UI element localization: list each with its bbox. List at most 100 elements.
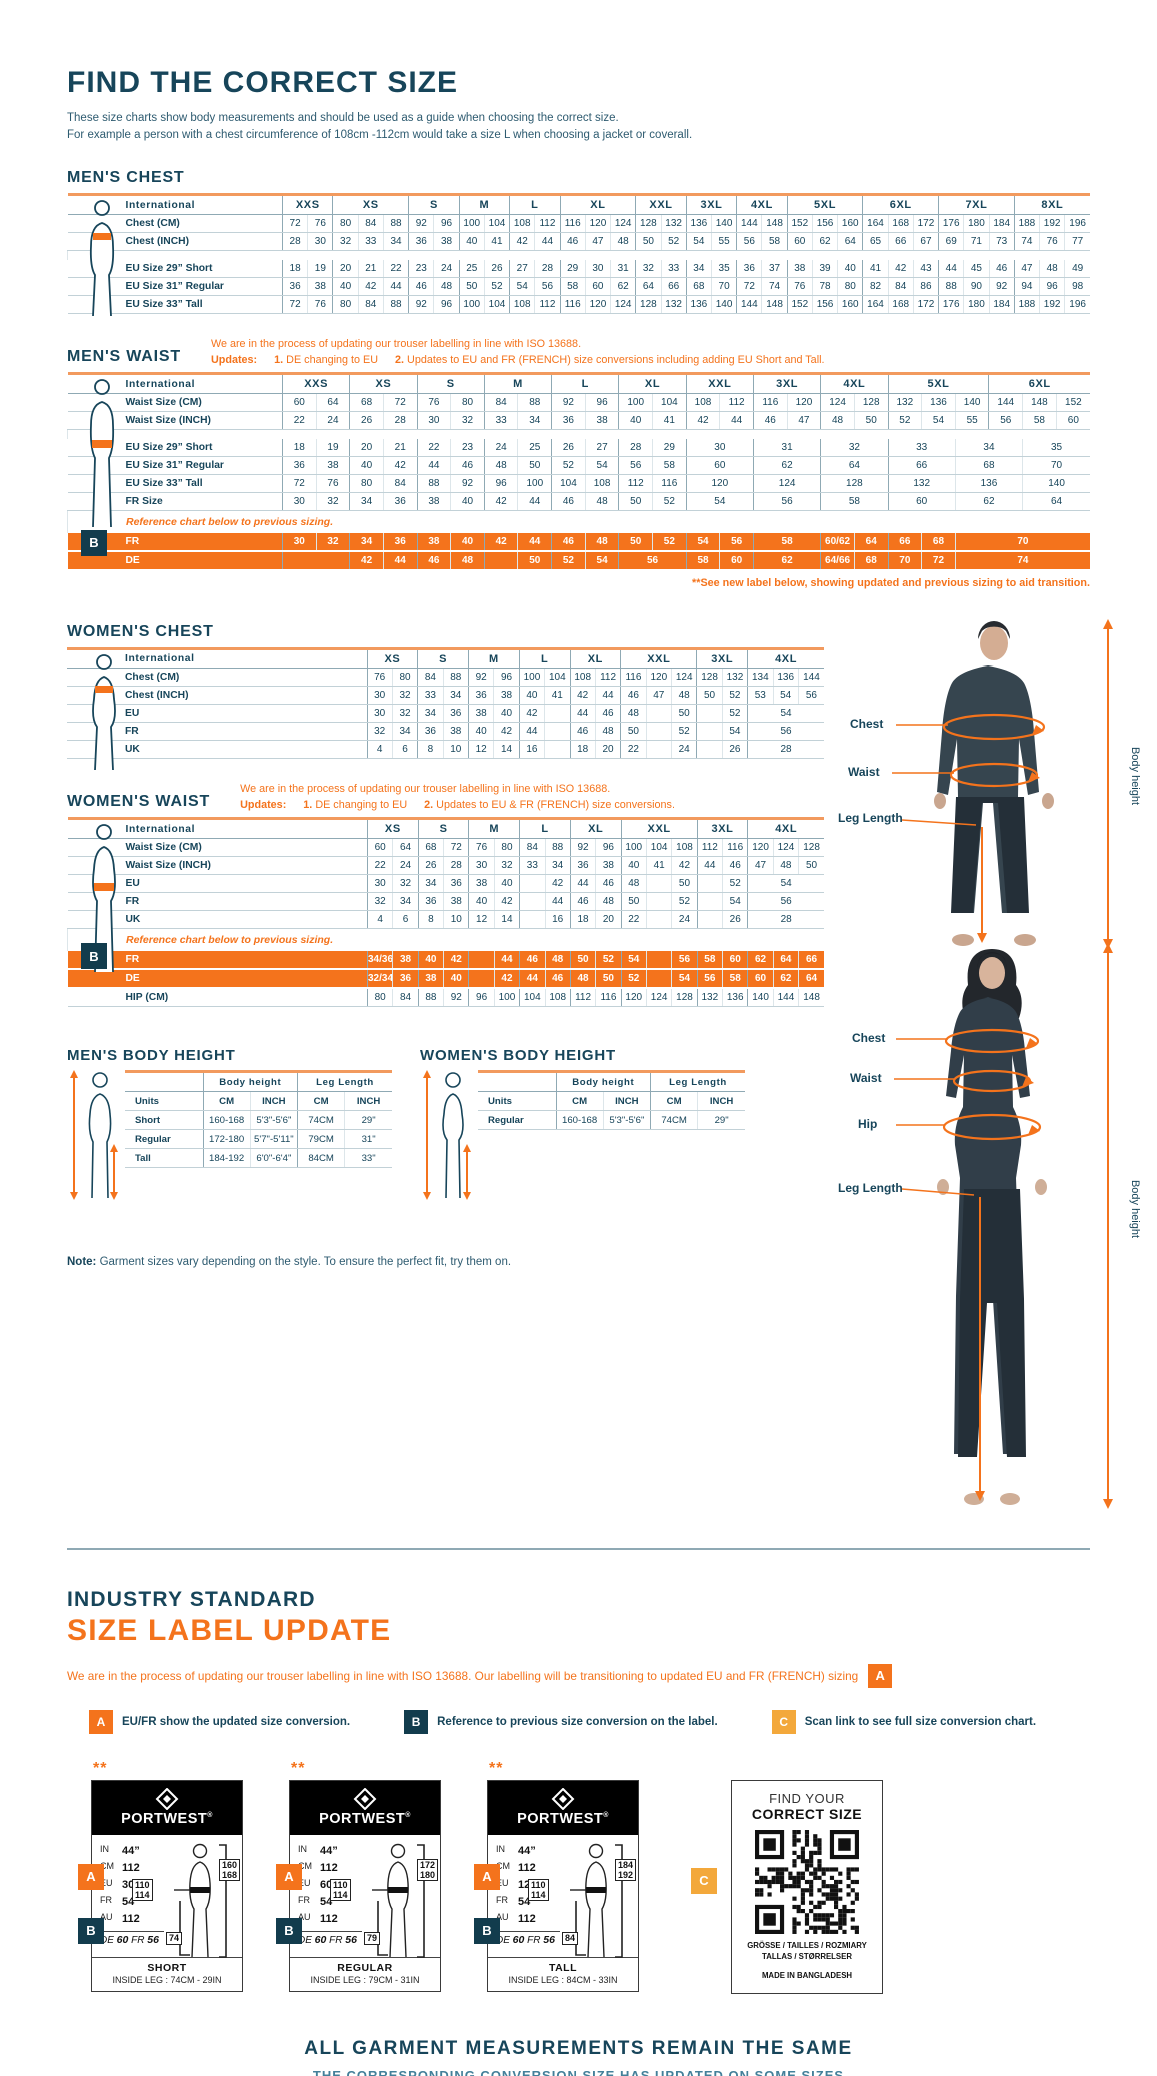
size-cell: 76: [307, 214, 333, 234]
size-cell: 32: [366, 892, 393, 912]
size-cell: 104: [483, 295, 510, 314]
size-cell: 46: [722, 856, 748, 876]
size-group-header: M: [458, 194, 510, 216]
mens-body-height-section: MEN'S BODY HEIGHT Body height Le: [67, 1047, 392, 1201]
inseam-measure-box: 84: [562, 1932, 579, 1945]
size-cell: 36: [736, 259, 762, 278]
size-cell: 148: [1022, 393, 1057, 413]
size-cell: 188: [1013, 295, 1040, 314]
size-cell: 54: [509, 277, 535, 296]
size-cell: 42: [382, 456, 418, 475]
size-cell: 18: [569, 740, 596, 759]
size-cell: [645, 951, 672, 971]
size-cell: 58: [685, 550, 720, 571]
size-key: AU: [298, 1911, 311, 1922]
size-cell: 33: [660, 259, 687, 278]
size-cell: 21: [357, 259, 384, 278]
size-cell: 88: [382, 214, 409, 234]
size-cell: 108: [544, 988, 571, 1008]
size-cell: 184-192: [202, 1148, 251, 1169]
size-group-header: XS: [366, 648, 418, 669]
column-label: [125, 1071, 203, 1093]
size-cell: 34/36: [366, 951, 393, 971]
inside-leg-text: INSIDE LEG : 79CM - 31IN: [310, 1974, 420, 1985]
update-2-number: 2.: [395, 354, 405, 367]
size-cell: CM: [202, 1091, 251, 1112]
man-figure-illustration: [892, 618, 1113, 949]
woman-hip-label: Hip: [858, 1116, 878, 1131]
size-cell: 76: [307, 295, 333, 314]
size-cell: 44: [382, 550, 418, 571]
size-cell: [483, 550, 518, 571]
size-group-header: XL: [618, 373, 687, 395]
size-cell: 136: [954, 474, 1023, 493]
size-cell: 88: [382, 295, 409, 314]
size-cell: 80: [493, 838, 520, 858]
fit-name: REGULAR: [337, 1961, 393, 1974]
size-cell: 55: [710, 232, 737, 252]
size-cell: 192: [1039, 214, 1065, 234]
size-cell: 52: [483, 277, 510, 296]
size-cell: 128: [635, 295, 662, 314]
size-label-update-title: SIZE LABEL UPDATE: [67, 1613, 392, 1647]
b-badge: B: [474, 1917, 500, 1944]
size-cell: 52: [551, 456, 586, 475]
size-cell: 60: [887, 492, 956, 511]
size-cell: 74: [1013, 232, 1040, 252]
size-cell: 38: [433, 232, 460, 252]
size-cell: 140: [954, 393, 989, 413]
size-cell: 48: [569, 969, 596, 990]
transition-stars: **: [291, 1759, 306, 1777]
size-cell: 116: [652, 474, 687, 493]
size-table: International XS S M L XL XXL 3XL 4XL Waist Size …: [67, 817, 824, 1008]
size-cell: 160: [837, 214, 863, 234]
size-cell: 28: [747, 910, 824, 930]
man-leg-length-label: Leg Length: [838, 810, 903, 825]
size-cell: [696, 910, 723, 930]
size-cell: 42: [544, 874, 571, 894]
size-cell: 44: [519, 969, 546, 990]
portwest-logo: PORTWEST®: [290, 1780, 440, 1835]
size-cell: 60: [747, 969, 774, 990]
size-cell: 58: [820, 492, 889, 511]
size-cell: 96: [433, 295, 460, 314]
size-cell: 58: [722, 969, 748, 990]
size-cell: 26: [722, 910, 748, 930]
womens-chest-table: International XS S M L XL XXL 3XL 4XL Chest (CM) 7…: [67, 646, 824, 770]
portwest-logo: PORTWEST®: [92, 1780, 242, 1835]
size-cell: 54: [721, 722, 748, 741]
size-cell: [281, 550, 350, 571]
size-cell: 136: [685, 214, 712, 234]
updates-label: Updates:: [240, 798, 287, 811]
size-group-header: 3XL: [696, 818, 748, 840]
row-label: Short: [125, 1110, 203, 1131]
size-cell: 38: [315, 456, 350, 475]
row-label: FR: [67, 722, 367, 741]
size-cell: 37: [761, 259, 788, 278]
size-cell: 22: [620, 740, 647, 759]
woman-figure-illustration: [894, 942, 1113, 1509]
size-cell: 88: [442, 668, 469, 687]
size-cell: 47: [747, 856, 774, 876]
size-cell: 10: [443, 910, 469, 930]
size-cell: 12: [467, 740, 494, 759]
size-cell: 176: [938, 295, 964, 314]
size-cell: 38: [416, 532, 451, 552]
transition-stars: **: [93, 1759, 108, 1777]
size-cell: 50: [620, 722, 647, 741]
size-value: 30: [122, 1878, 135, 1891]
size-cell: 84CM: [296, 1148, 345, 1169]
size-group-header: XXL: [620, 648, 697, 669]
size-cell: 38: [584, 411, 619, 431]
size-cell: 84: [357, 295, 384, 314]
size-cell: 80: [391, 668, 418, 687]
row-label: EU Size 33” Tall: [67, 295, 283, 314]
size-cell: 21: [382, 438, 418, 457]
label-size-row: EU 60: [298, 1877, 362, 1894]
size-cell: 36: [443, 874, 469, 894]
row-label: Tall: [125, 1148, 203, 1169]
size-cell: 36: [442, 704, 469, 723]
size-cell: 108: [685, 393, 720, 413]
size-cell: 36: [417, 892, 444, 912]
